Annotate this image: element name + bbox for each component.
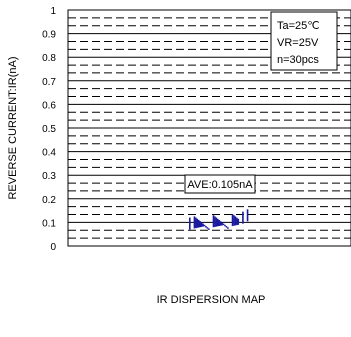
data-point bbox=[189, 217, 191, 230]
y-tick-label: 0.8 bbox=[42, 53, 56, 64]
y-tick-label: 0.1 bbox=[42, 218, 56, 229]
condition-temperature: Ta=25℃ bbox=[277, 20, 320, 32]
x-axis-label: IR DISPERSION MAP bbox=[157, 294, 266, 306]
average-label: AVE:0.105nA bbox=[187, 179, 253, 191]
y-axis-label: REVERSE CURRENT:IR(nA) bbox=[7, 56, 19, 199]
conditions-box-frame bbox=[270, 11, 338, 71]
data-point bbox=[212, 215, 215, 228]
condition-voltage: VR=25V bbox=[277, 37, 319, 49]
data-point bbox=[222, 223, 225, 226]
data-point bbox=[208, 228, 210, 230]
data-point bbox=[196, 218, 199, 228]
average-box: AVE:0.105nA bbox=[184, 174, 256, 194]
data-point bbox=[197, 220, 200, 228]
data-point bbox=[233, 215, 235, 226]
data-point bbox=[203, 224, 206, 227]
y-axis-ticks: 0 0.1 0.2 0.3 0.4 0.5 0.6 0.7 0.8 0.9 1 bbox=[42, 6, 56, 253]
data-points bbox=[189, 209, 249, 230]
data-point bbox=[206, 227, 209, 229]
average-box-frame bbox=[184, 174, 256, 194]
y-tick-label: 0.4 bbox=[42, 148, 56, 159]
data-point bbox=[234, 216, 237, 226]
y-tick-label: 0.6 bbox=[42, 100, 56, 111]
data-point bbox=[224, 224, 226, 227]
data-point bbox=[215, 217, 218, 227]
data-point bbox=[237, 218, 240, 225]
y-tick-label: 0.2 bbox=[42, 195, 56, 206]
y-tick-label: 0.3 bbox=[42, 171, 56, 182]
data-point bbox=[199, 221, 201, 228]
data-point bbox=[214, 216, 216, 227]
data-point bbox=[202, 223, 204, 227]
data-point bbox=[221, 222, 223, 226]
data-point bbox=[219, 221, 222, 226]
data-point bbox=[193, 216, 196, 229]
data-point bbox=[225, 226, 228, 228]
data-point bbox=[217, 218, 219, 227]
y-tick-label: 1 bbox=[50, 6, 56, 17]
data-point bbox=[227, 227, 229, 229]
data-point bbox=[236, 217, 238, 226]
data-point bbox=[205, 226, 207, 228]
y-tick-label: 0.9 bbox=[42, 30, 56, 41]
data-point bbox=[218, 220, 221, 227]
data-point bbox=[195, 217, 197, 229]
condition-sample-count: n=30pcs bbox=[277, 54, 319, 66]
y-tick-label: 0 bbox=[50, 242, 56, 253]
data-point bbox=[231, 214, 234, 227]
data-point bbox=[200, 222, 203, 227]
plot-frame bbox=[67, 9, 351, 247]
y-tick-label: 0.7 bbox=[42, 77, 56, 88]
y-tick-label: 0.5 bbox=[42, 124, 56, 135]
data-point bbox=[242, 211, 244, 224]
data-point bbox=[246, 209, 249, 222]
conditions-box: Ta=25℃ VR=25V n=30pcs bbox=[270, 11, 338, 71]
